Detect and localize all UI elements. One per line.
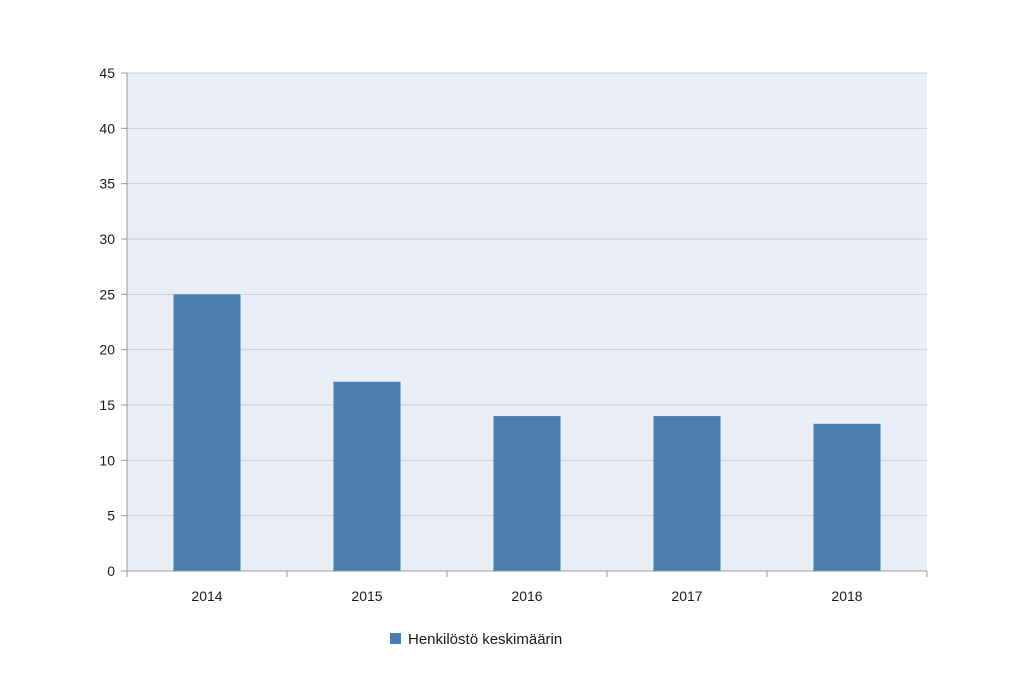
x-tick-label: 2016	[511, 588, 542, 604]
bar-2017	[653, 416, 721, 571]
y-tick-label: 30	[99, 231, 115, 247]
y-tick-label: 45	[99, 65, 115, 81]
legend-label: Henkilöstö keskimäärin	[408, 631, 562, 648]
bars	[173, 294, 881, 571]
legend: Henkilöstö keskimäärin	[390, 631, 562, 648]
y-axis-ticks: 0 5 10 15 20 25 30 35 40 45	[99, 65, 127, 579]
x-tick-label: 2015	[351, 588, 382, 604]
y-tick-label: 20	[99, 342, 115, 358]
y-tick-label: 35	[99, 176, 115, 192]
bar-2014	[173, 294, 241, 571]
legend-swatch	[390, 633, 401, 644]
bar-2015	[333, 381, 401, 571]
y-tick-label: 10	[99, 452, 115, 468]
y-tick-label: 15	[99, 397, 115, 413]
bar-2018	[813, 423, 881, 571]
x-tick-label: 2018	[831, 588, 862, 604]
y-tick-label: 25	[99, 286, 115, 302]
y-tick-label: 40	[99, 120, 115, 136]
y-tick-label: 0	[107, 563, 115, 579]
x-axis-ticks: 2014 2015 2016 2017 2018	[126, 571, 928, 604]
axes	[126, 73, 927, 572]
y-tick-label: 5	[107, 508, 115, 524]
bar-2016	[493, 416, 561, 571]
x-tick-label: 2017	[671, 588, 702, 604]
x-tick-label: 2014	[191, 588, 222, 604]
